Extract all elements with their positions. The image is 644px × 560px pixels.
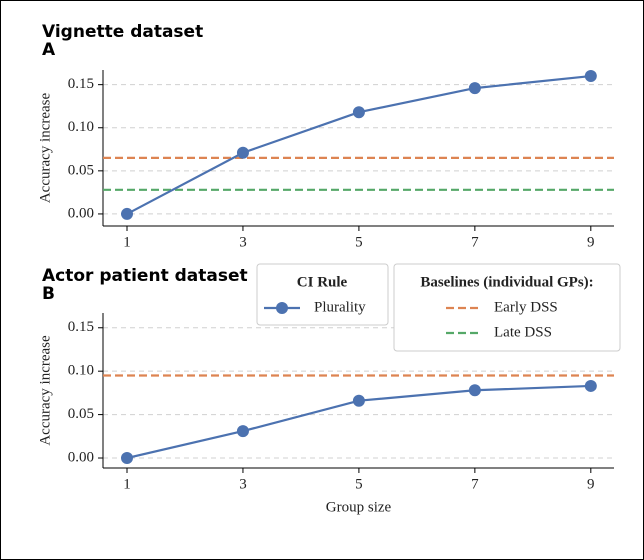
legend-title: Baselines (individual GPs):: [420, 274, 593, 290]
point: [352, 106, 365, 119]
x-tick-label: 9: [587, 234, 595, 250]
x-tick-label: 9: [587, 476, 595, 492]
x-axis-label: Group size: [326, 499, 392, 515]
point: [236, 146, 249, 159]
y-tick-label: 0.15: [68, 76, 94, 92]
point: [468, 384, 481, 397]
point: [352, 394, 365, 407]
x-tick-label: 1: [123, 476, 131, 492]
point: [584, 379, 597, 392]
legend-label: Late DSS: [494, 324, 552, 340]
legend-box: [393, 263, 621, 352]
y-tick-label: 0.10: [68, 363, 94, 379]
point: [121, 207, 134, 220]
x-tick-label: 5: [355, 234, 363, 250]
legend-title: CI Rule: [297, 274, 348, 290]
y-tick-label: 0.05: [68, 406, 94, 422]
x-tick-label: 7: [471, 234, 479, 250]
panel-label: A: [42, 40, 56, 60]
chart-title: Vignette dataset: [42, 22, 203, 42]
x-tick-label: 3: [239, 234, 247, 250]
y-tick-label: 0.10: [68, 119, 94, 135]
point: [468, 82, 481, 95]
y-tick-label: 0.15: [68, 319, 94, 335]
y-tick-label: 0.00: [68, 449, 94, 465]
y-axis-label: Accuracy increase: [37, 335, 53, 446]
x-tick-label: 1: [123, 234, 131, 250]
legend-swatch-marker: [276, 302, 288, 314]
x-tick-label: 5: [355, 476, 363, 492]
point: [584, 70, 597, 83]
legend-label: Early DSS: [494, 299, 558, 315]
y-tick-label: 0.05: [68, 162, 94, 178]
y-axis-label: Accuracy increase: [37, 92, 53, 203]
legend-label: Plurality: [314, 299, 366, 315]
point: [121, 452, 134, 465]
y-tick-label: 0.00: [68, 205, 94, 221]
x-tick-label: 3: [239, 476, 247, 492]
legend-box: [256, 263, 389, 326]
x-tick-label: 7: [471, 476, 479, 492]
panel-label: B: [42, 284, 55, 304]
point: [236, 425, 249, 438]
chart-title: Actor patient dataset: [42, 266, 248, 286]
